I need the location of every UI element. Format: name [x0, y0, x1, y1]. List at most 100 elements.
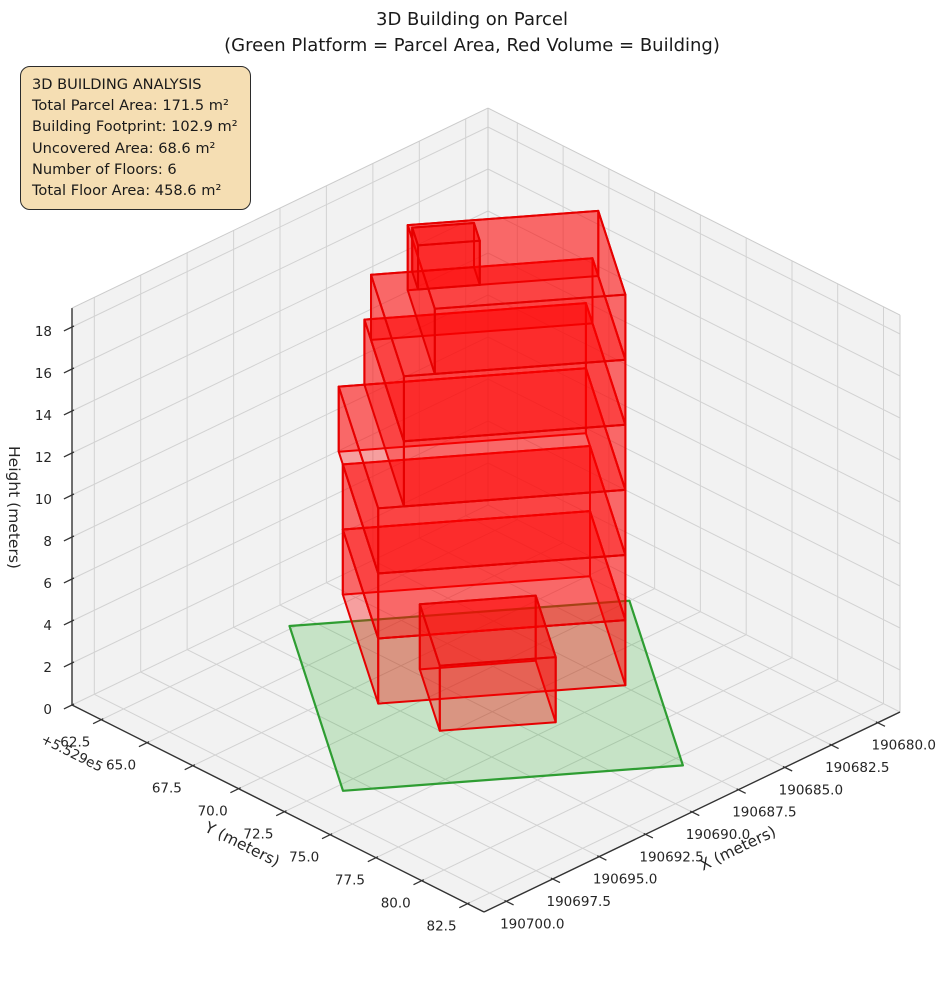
z-tick [63, 535, 75, 542]
y-tick-label: 65.0 [106, 758, 136, 774]
grid-line [279, 604, 693, 813]
grid-line [71, 462, 489, 664]
grid-line [186, 649, 600, 858]
z-tick [63, 451, 75, 458]
z-tick-label: 6 [43, 576, 52, 592]
y-tick-label: 67.5 [152, 781, 182, 797]
grid-line [372, 559, 786, 768]
grid-line [146, 542, 564, 744]
x-tick-label: 190685.0 [779, 782, 843, 798]
grid-line [94, 693, 507, 902]
analysis-line-uncovered: Uncovered Area: 68.6 m² [32, 139, 216, 157]
grid-line [487, 462, 901, 671]
analysis-line-title: 3D BUILDING ANALYSIS [32, 76, 202, 93]
z-tick [63, 409, 75, 416]
z-tick [63, 493, 75, 500]
grid-line [465, 515, 878, 724]
grid-line [487, 168, 901, 377]
x-tick [597, 855, 607, 861]
analysis-line-parcel-area: Total Parcel Area: 171.5 m² [32, 97, 229, 115]
z-tick [63, 325, 75, 332]
grid-line [467, 703, 884, 905]
grid-line [101, 519, 518, 721]
y-tick [321, 833, 333, 840]
grid-line [487, 504, 901, 713]
grid-line [487, 252, 901, 461]
grid-line [487, 336, 901, 545]
x-tick-label: 190687.5 [732, 805, 796, 821]
x-tick-label: 190692.5 [639, 849, 703, 865]
x-tick [504, 899, 514, 906]
plot-title: 3D Building on Parcel [376, 9, 568, 30]
grid-line [192, 565, 610, 767]
x-tick-label: 190700.0 [500, 916, 564, 932]
z-tick [63, 619, 75, 626]
z-tick-label: 2 [43, 660, 52, 676]
x-tick [875, 721, 886, 727]
grid-line [140, 671, 553, 880]
z-tick-label: 4 [43, 618, 52, 634]
grid-line [487, 294, 901, 503]
z-tick-label: 10 [35, 492, 52, 508]
y-tick-label: 77.5 [335, 873, 365, 889]
z-tick [63, 661, 75, 668]
grid-line [71, 168, 489, 370]
y-tick [230, 787, 241, 794]
analysis-line-footprint: Building Footprint: 102.9 m² [32, 118, 238, 136]
y-tick [92, 718, 104, 725]
y-tick-label: 82.5 [426, 919, 456, 935]
grid-line [487, 126, 901, 335]
grid-line [71, 294, 489, 496]
x-tick [643, 832, 654, 839]
building-roof-annex-face [411, 222, 481, 247]
z-tick-label: 16 [35, 366, 52, 382]
y-tick [138, 741, 150, 748]
grid-line [375, 657, 793, 859]
grid-line [284, 611, 701, 813]
x-tick-label: 190695.0 [593, 872, 657, 888]
grid-line [71, 336, 489, 538]
z-axis-label: Height (meters) [5, 446, 23, 569]
y-tick [459, 902, 470, 909]
y-tick-label: 80.0 [381, 896, 411, 912]
grid-line [71, 420, 489, 622]
title-block: 3D Building on Parcel (Green Platform = … [0, 7, 944, 59]
building-ground-annex-face [418, 594, 557, 667]
x-tick [550, 877, 561, 884]
x-tick-label: 190690.0 [686, 827, 750, 843]
y-tick [367, 856, 379, 863]
x-tick-label: 190697.5 [547, 894, 611, 910]
z-tick-label: 18 [35, 324, 52, 340]
pane-edge [487, 107, 901, 316]
building-roof-annex-face [417, 239, 481, 291]
z-tick-label: 8 [43, 534, 52, 550]
y-tick-label: 70.0 [198, 804, 228, 820]
building-floor-6-face [406, 209, 627, 310]
grid-line [71, 378, 489, 580]
y-tick [413, 879, 425, 886]
grid-line [329, 634, 747, 836]
x-tick [829, 743, 839, 750]
grid-line [421, 680, 838, 882]
grid-line [487, 378, 901, 587]
x-tick [736, 788, 746, 794]
analysis-line-floors: Number of Floors: 6 [32, 160, 177, 178]
grid-line [487, 420, 901, 629]
x-tick-label: 190680.0 [872, 738, 936, 754]
y-tick-label: 62.5 [60, 735, 90, 751]
y-axis-spine [71, 704, 485, 913]
plot-subtitle: (Green Platform = Parcel Area, Red Volum… [224, 35, 720, 56]
x-tick-label: 190682.5 [825, 760, 889, 776]
z-tick [63, 703, 75, 710]
grid-line [487, 210, 901, 419]
analysis-box: 3D BUILDING ANALYSIS Total Parcel Area: … [20, 66, 251, 211]
z-tick [63, 577, 75, 584]
pane-edge [71, 107, 489, 309]
grid-line [71, 126, 489, 328]
y-tick-label: 75.0 [289, 850, 319, 866]
z-tick-label: 14 [35, 408, 52, 424]
x-tick [689, 810, 700, 817]
grid-line [71, 504, 489, 706]
